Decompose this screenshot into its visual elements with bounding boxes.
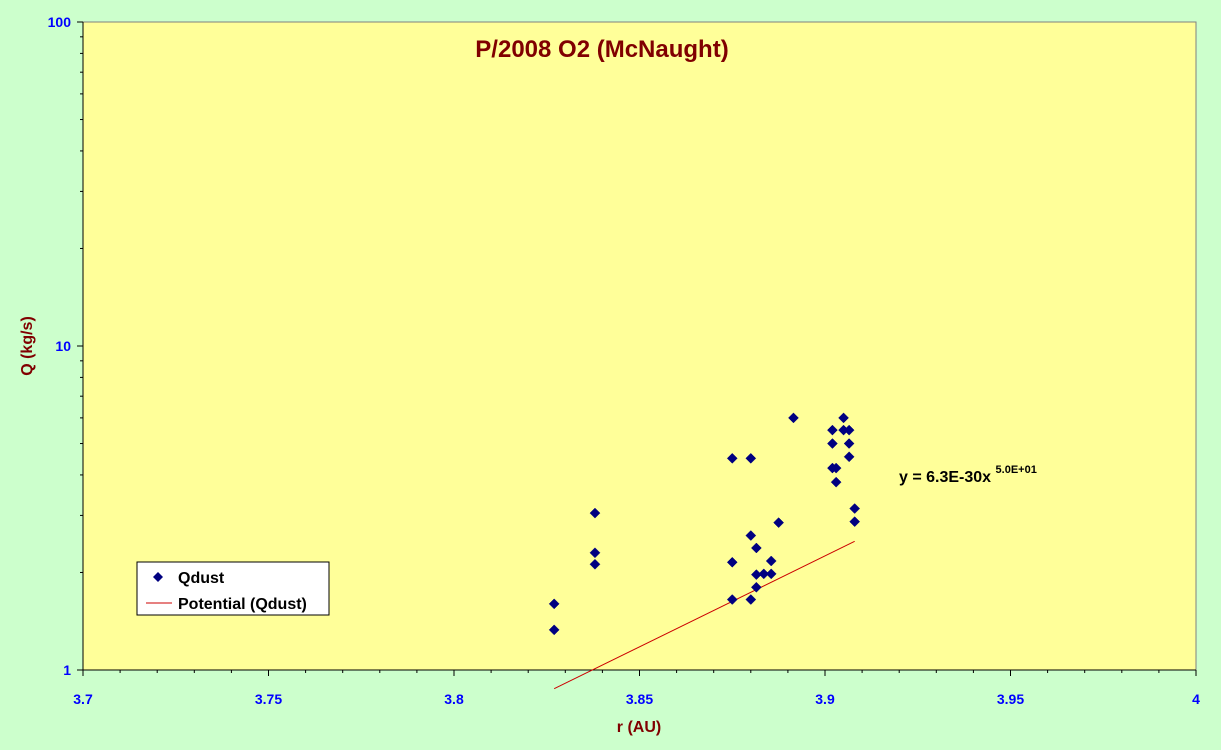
- data-point: [548, 624, 560, 636]
- x-tick-label: 3.8: [444, 691, 464, 707]
- data-point: [758, 568, 770, 580]
- y-tick-label: 1: [63, 662, 71, 678]
- data-point: [843, 438, 855, 449]
- equation-exponent: 5.0E+01: [996, 464, 1037, 476]
- y-tick-label: 10: [55, 338, 71, 354]
- data-point: [849, 516, 861, 527]
- data-point: [745, 594, 757, 605]
- data-point: [751, 581, 762, 593]
- data-point: [726, 556, 738, 568]
- x-tick-label: 3.9: [815, 691, 835, 707]
- data-point: [830, 462, 842, 474]
- x-axis-label: r (AU): [617, 719, 661, 736]
- legend: Qdust Potential (Qdust): [136, 561, 330, 616]
- y-axis: 1 10 100: [48, 14, 84, 678]
- data-point: [765, 555, 777, 567]
- data-point: [830, 476, 842, 488]
- data-point: [726, 453, 738, 464]
- data-point: [589, 507, 601, 519]
- data-point: [827, 424, 838, 436]
- legend-marker-diamond: [153, 572, 163, 582]
- data-point: [726, 594, 738, 605]
- chart-title: P/2008 O2 (McNaught): [475, 36, 728, 63]
- x-tick-label: 3.95: [997, 691, 1024, 707]
- data-point: [843, 424, 855, 436]
- legend-box: [136, 561, 330, 616]
- data-point: [548, 598, 560, 610]
- data-point: [827, 438, 838, 449]
- y-tick-label: 100: [48, 14, 72, 30]
- data-point: [773, 517, 784, 528]
- data-point: [838, 412, 849, 424]
- data-point: [751, 542, 762, 554]
- data-point: [765, 568, 777, 580]
- y-axis-label: Q (kg/s): [19, 316, 36, 376]
- data-points: [548, 412, 861, 636]
- data-point: [843, 451, 855, 463]
- legend-label-qdust: Qdust: [178, 570, 225, 587]
- legend-label-potential: Potential (Qdust): [178, 596, 307, 613]
- x-axis: 3.7 3.75 3.8 3.85 3.9 3.95 4: [73, 669, 1200, 707]
- trendline: [553, 540, 855, 690]
- data-point: [589, 558, 601, 570]
- equation-main: y = 6.3E-30x: [899, 469, 991, 486]
- data-point: [788, 412, 799, 424]
- data-point: [745, 453, 757, 464]
- trendline-equation: y = 6.3E-30x 5.0E+01: [899, 464, 1037, 486]
- x-tick-label: 4: [1192, 691, 1200, 707]
- data-point: [849, 503, 861, 514]
- data-point: [589, 547, 601, 559]
- x-tick-label: 3.7: [73, 691, 93, 707]
- data-point: [745, 530, 757, 541]
- x-tick-label: 3.85: [626, 691, 653, 707]
- x-tick-label: 3.75: [255, 691, 282, 707]
